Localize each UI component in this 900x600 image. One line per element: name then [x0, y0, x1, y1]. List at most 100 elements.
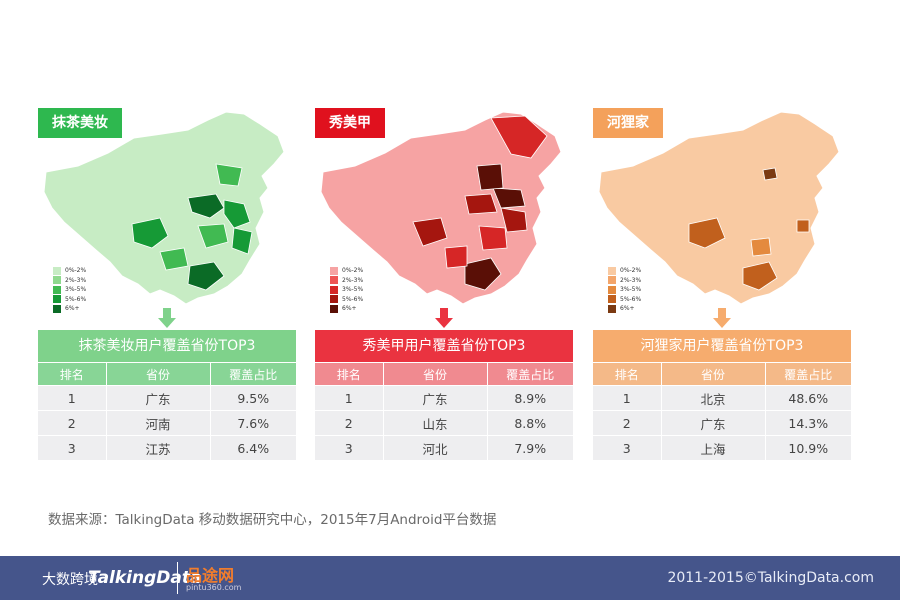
legend-swatch — [330, 276, 338, 285]
legend-label: 5%-6% — [620, 295, 642, 303]
col-share: 覆盖占比 — [765, 363, 851, 386]
map-legend: 0%-2% 2%-3% 3%-5% 5%-6% 6%+ — [330, 266, 363, 314]
rank-cell: 1 — [38, 385, 107, 411]
legend-swatch — [608, 276, 616, 285]
province-cell: 河北 — [383, 435, 488, 460]
table-header-row: 排名 省份 覆盖占比 — [593, 363, 851, 386]
share-cell: 9.5% — [210, 385, 296, 411]
province-region — [688, 217, 726, 249]
app-tag: 抹茶美妆 — [38, 108, 122, 138]
pintu-url: pintu360.com — [186, 583, 242, 592]
share-cell: 6.4% — [210, 435, 296, 460]
province-region — [750, 237, 772, 257]
province-region — [464, 193, 498, 215]
legend-swatch — [330, 295, 338, 304]
share-cell: 8.9% — [487, 385, 573, 411]
panel-helijia: 河狸家 0%-2% 2%-3% 3%-5% 5%-6% 6%+ 河狸家用户覆盖省份TOP… — [593, 108, 851, 460]
col-province: 省份 — [106, 363, 211, 386]
province-cell: 北京 — [661, 385, 766, 411]
rank-cell: 3 — [593, 435, 662, 460]
legend-swatch — [53, 276, 61, 285]
legend-item: 3%-5% — [53, 285, 86, 295]
table-row: 3 河北 7.9% — [315, 435, 573, 460]
province-region — [412, 217, 448, 247]
top3-table: 排名 省份 覆盖占比 1 广东 8.9% 2 山东 8.8% 3 河北 7.9% — [315, 363, 573, 460]
col-rank: 排名 — [593, 363, 662, 386]
province-cell: 山东 — [383, 410, 488, 436]
table-row: 1 北京 48.6% — [593, 385, 851, 411]
table-header-row: 排名 省份 覆盖占比 — [315, 363, 573, 386]
china-outline — [43, 111, 285, 305]
share-cell: 10.9% — [765, 435, 851, 460]
table-title: 抹茶美妆用户覆盖省份TOP3 — [38, 330, 296, 362]
china-map-svg — [320, 111, 562, 305]
col-province: 省份 — [383, 363, 488, 386]
legend-swatch — [53, 266, 61, 275]
legend-label: 2%-3% — [342, 276, 364, 284]
table-row: 2 河南 7.6% — [38, 410, 296, 436]
province-region — [762, 167, 778, 181]
legend-swatch — [608, 295, 616, 304]
legend-label: 5%-6% — [342, 295, 364, 303]
province-region — [215, 163, 243, 187]
province-cell: 广东 — [106, 385, 211, 411]
rank-cell: 3 — [38, 435, 107, 460]
legend-item: 0%-2% — [53, 266, 86, 276]
china-outline — [598, 111, 840, 305]
legend-swatch — [330, 266, 338, 275]
legend-label: 0%-2% — [342, 267, 364, 275]
legend-swatch — [330, 285, 338, 294]
down-arrow-icon — [435, 308, 453, 328]
app-tag: 秀美甲 — [315, 108, 385, 138]
legend-label: 3%-5% — [342, 286, 364, 294]
legend-label: 6%+ — [65, 305, 80, 313]
province-region — [796, 219, 810, 233]
legend-label: 3%-5% — [65, 286, 87, 294]
panel-mochamakeup: 抹茶美妆 0%-2% 2%-3% 3%-5% 5%-6% 6%+ 抹茶美妆用户覆盖省份T… — [38, 108, 296, 460]
logo-divider — [177, 562, 178, 594]
province-region — [187, 193, 225, 219]
legend-item: 2%-3% — [330, 276, 363, 286]
rank-cell: 2 — [593, 410, 662, 436]
china-map-svg — [598, 111, 840, 305]
legend-item: 3%-5% — [608, 285, 641, 295]
talkingdata-logo: TalkingData — [88, 568, 202, 588]
province-region — [742, 261, 778, 291]
table-row: 3 上海 10.9% — [593, 435, 851, 460]
map-legend: 0%-2% 2%-3% 3%-5% 5%-6% 6%+ — [53, 266, 86, 314]
province-region — [444, 245, 468, 269]
province-region — [490, 115, 548, 159]
legend-item: 6%+ — [53, 304, 86, 314]
col-rank: 排名 — [38, 363, 107, 386]
legend-label: 2%-3% — [65, 276, 87, 284]
province-region — [492, 187, 526, 209]
share-cell: 7.6% — [210, 410, 296, 436]
legend-swatch — [608, 266, 616, 275]
province-region — [478, 225, 508, 251]
legend-item: 6%+ — [608, 304, 641, 314]
rank-cell: 2 — [315, 410, 384, 436]
legend-swatch — [608, 285, 616, 294]
china-map: 抹茶美妆 0%-2% 2%-3% 3%-5% 5%-6% 6%+ — [38, 108, 296, 313]
province-region — [159, 247, 189, 271]
down-arrow-icon — [713, 308, 731, 328]
legend-swatch — [53, 304, 61, 313]
pintu-logo: 品途网 — [186, 566, 235, 585]
copyright-text: 2011-2015©TalkingData.com — [667, 570, 874, 586]
legend-label: 5%-6% — [65, 295, 87, 303]
legend-swatch — [330, 304, 338, 313]
china-outline — [320, 111, 562, 305]
data-source-note: 数据来源：TalkingData 移动数据研究中心，2015年7月Android… — [48, 512, 497, 528]
col-rank: 排名 — [315, 363, 384, 386]
legend-label: 2%-3% — [620, 276, 642, 284]
province-region — [197, 223, 229, 249]
province-region — [476, 163, 504, 191]
rank-cell: 2 — [38, 410, 107, 436]
table-title: 秀美甲用户覆盖省份TOP3 — [315, 330, 573, 362]
legend-label: 3%-5% — [620, 286, 642, 294]
legend-item: 2%-3% — [608, 276, 641, 286]
legend-item: 0%-2% — [330, 266, 363, 276]
watermark-text: 大数跨境 — [42, 572, 98, 588]
table-row: 2 山东 8.8% — [315, 410, 573, 436]
province-cell: 江苏 — [106, 435, 211, 460]
